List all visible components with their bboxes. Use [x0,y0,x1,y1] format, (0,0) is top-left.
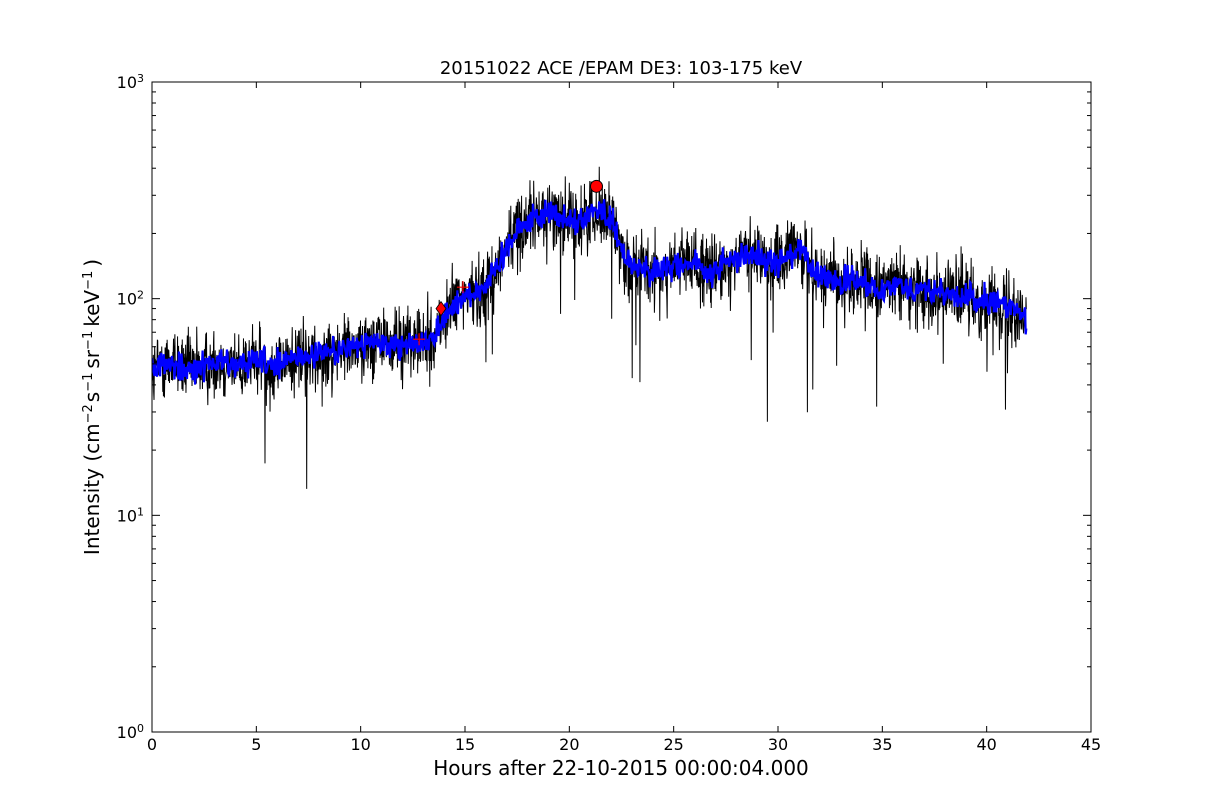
y-label-suffix: ) [80,259,104,267]
plot-area [152,166,1028,489]
x-tick-label: 30 [768,735,788,754]
y-label-exp4: −1 [81,271,96,290]
x-tick-label: 35 [872,735,892,754]
plot-frame [151,81,1092,733]
x-tick-label: 45 [1081,735,1101,754]
plus-marker [456,281,469,294]
y-label-mid2: sr [80,349,104,368]
x-tick-label: 20 [559,735,579,754]
y-axis-label: Intensity (cm−2s−1sr−1keV−1) [80,259,104,555]
y-tick-label: 102 [117,288,144,309]
x-tick-label: 40 [976,735,996,754]
x-tick-label: 15 [455,735,475,754]
smoothed-intensity-line [152,199,1028,385]
x-axis-ticks: 0 5 10 15 20 25 30 35 40 45 [147,82,1101,754]
y-tick-label: 100 [117,722,144,743]
x-axis-label: Hours after 22-10-2015 00:00:04.000 [433,756,809,780]
onset-marker [435,300,447,317]
x-tick-label: 0 [147,735,157,754]
peak-marker [589,179,603,193]
x-tick-label: 25 [663,735,683,754]
series-layer [152,166,1028,489]
y-label-exp3: −1 [81,331,96,350]
y-axis-ticks: 100 101 102 103 [117,72,1091,743]
x-tick-label: 10 [350,735,370,754]
chart-title: 20151022 ACE /EPAM DE3: 103-175 keV [440,58,803,79]
y-tick-label: 101 [117,505,144,526]
y-label-prefix: Intensity (cm [80,423,104,555]
plus-marker [413,333,426,346]
y-tick-label: 103 [117,72,144,93]
x-tick-label: 5 [251,735,261,754]
marker-layer [413,179,603,346]
y-label-exp1: −2 [81,404,96,423]
y-label-exp2: −1 [81,373,96,392]
y-label-mid1: s [80,392,104,402]
y-label-mid3: keV [80,290,104,327]
